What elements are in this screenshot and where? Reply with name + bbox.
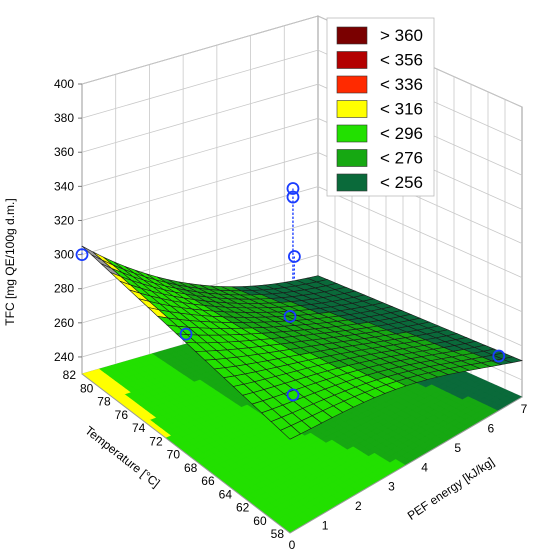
surface-cell bbox=[81, 245, 103, 261]
z-tick-label: 280 bbox=[54, 282, 74, 296]
observation-marker bbox=[283, 309, 297, 323]
legend-label: < 276 bbox=[380, 149, 423, 168]
z-tick-label: 400 bbox=[54, 77, 74, 91]
x-tick-label: 1 bbox=[322, 519, 329, 533]
legend-swatch bbox=[336, 100, 368, 118]
x-tick-label: 4 bbox=[421, 460, 428, 474]
legend-label: < 336 bbox=[380, 75, 423, 94]
legend: > 360 < 356 < 336 < 316 < 296 < 276 < 256 bbox=[326, 17, 435, 197]
response-surface bbox=[81, 245, 524, 440]
x-tick-label: 3 bbox=[388, 480, 395, 494]
y-tick-label: 72 bbox=[149, 434, 163, 448]
wall-gridline bbox=[81, 15, 523, 108]
chart-front-frame bbox=[81, 373, 523, 534]
legend-swatch bbox=[336, 26, 368, 45]
z-tick-label: 340 bbox=[54, 179, 74, 193]
y-tick-label: 60 bbox=[253, 514, 267, 528]
z-tick-label: 380 bbox=[54, 111, 74, 125]
y-tick-label: 78 bbox=[97, 395, 111, 409]
wall-gridline bbox=[81, 83, 523, 176]
legend-label: < 356 bbox=[380, 51, 423, 70]
x-tick-label: 2 bbox=[355, 499, 362, 513]
observation-marker bbox=[492, 349, 506, 363]
x-tick-label: 6 bbox=[488, 421, 495, 435]
surface-cell bbox=[280, 425, 302, 440]
z-axis-label: TFC [mg QE/100g d.m.] bbox=[3, 198, 17, 325]
y-tick-label: 62 bbox=[236, 501, 250, 515]
observation-marker bbox=[286, 190, 300, 204]
legend-label: < 256 bbox=[380, 173, 423, 192]
z-tick-label: 360 bbox=[54, 145, 74, 159]
y-tick-label: 74 bbox=[132, 421, 146, 435]
x-tick-label: 7 bbox=[521, 402, 528, 416]
x-tick-label: 0 bbox=[289, 538, 296, 550]
observation-markers bbox=[75, 182, 506, 402]
x-axis-ticks: 0 1 2 3 4 5 6 7 bbox=[289, 402, 528, 550]
y-tick-label: 68 bbox=[184, 461, 198, 475]
observation-marker bbox=[75, 248, 89, 261]
observation-marker bbox=[286, 182, 300, 195]
z-tick-label: 240 bbox=[54, 350, 74, 364]
y-tick-label: 82 bbox=[63, 368, 77, 382]
legend-swatch bbox=[336, 75, 368, 94]
wall-gridline bbox=[81, 117, 523, 210]
wall-gridline bbox=[81, 186, 523, 278]
legend-swatch bbox=[336, 149, 368, 167]
legend-swatch bbox=[336, 51, 368, 69]
legend-label: > 360 bbox=[380, 26, 423, 45]
y-tick-label: 80 bbox=[80, 381, 94, 395]
floor-front-edge bbox=[81, 373, 523, 534]
z-tick-label: 260 bbox=[54, 316, 74, 330]
y-tick-label: 58 bbox=[271, 527, 285, 541]
legend-label: < 296 bbox=[380, 124, 423, 143]
y-tick-label: 76 bbox=[115, 408, 129, 422]
legend-label: < 316 bbox=[380, 100, 423, 119]
z-tick-label: 320 bbox=[54, 213, 74, 227]
x-tick-label: 5 bbox=[454, 441, 461, 455]
observation-marker bbox=[179, 327, 193, 341]
wall-gridline bbox=[81, 152, 523, 244]
y-tick-label: 66 bbox=[201, 474, 215, 488]
z-axis-ticks: 240 260 280 300 320 340 360 380 400 bbox=[54, 77, 82, 364]
observation-marker bbox=[286, 388, 300, 402]
z-tick-label: 300 bbox=[54, 248, 74, 262]
legend-swatch bbox=[336, 173, 368, 192]
x-axis-label: PEF energy [kJ/kg] bbox=[405, 455, 497, 523]
wall-gridline bbox=[81, 49, 523, 142]
y-tick-label: 64 bbox=[219, 487, 233, 501]
observation-marker bbox=[287, 250, 301, 263]
legend-swatch bbox=[336, 124, 368, 143]
y-tick-label: 70 bbox=[167, 448, 181, 462]
